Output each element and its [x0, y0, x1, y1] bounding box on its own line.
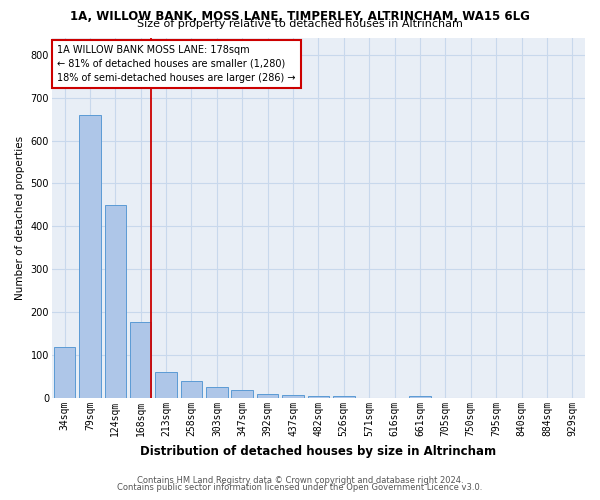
Bar — [333, 396, 355, 398]
Text: 1A WILLOW BANK MOSS LANE: 178sqm
← 81% of detached houses are smaller (1,280)
18: 1A WILLOW BANK MOSS LANE: 178sqm ← 81% o… — [57, 44, 296, 82]
Text: Contains public sector information licensed under the Open Government Licence v3: Contains public sector information licen… — [118, 484, 482, 492]
Text: Size of property relative to detached houses in Altrincham: Size of property relative to detached ho… — [137, 19, 463, 29]
Bar — [206, 388, 227, 398]
Bar — [130, 322, 151, 398]
Bar — [282, 394, 304, 398]
Text: Contains HM Land Registry data © Crown copyright and database right 2024.: Contains HM Land Registry data © Crown c… — [137, 476, 463, 485]
Bar — [232, 390, 253, 398]
Bar — [257, 394, 278, 398]
Text: 1A, WILLOW BANK, MOSS LANE, TIMPERLEY, ALTRINCHAM, WA15 6LG: 1A, WILLOW BANK, MOSS LANE, TIMPERLEY, A… — [70, 10, 530, 23]
Bar — [409, 396, 431, 398]
Bar — [104, 205, 126, 398]
Bar — [181, 381, 202, 398]
Bar — [54, 346, 76, 398]
Bar — [79, 115, 101, 398]
X-axis label: Distribution of detached houses by size in Altrincham: Distribution of detached houses by size … — [140, 444, 496, 458]
Y-axis label: Number of detached properties: Number of detached properties — [15, 136, 25, 300]
Bar — [308, 396, 329, 398]
Bar — [155, 372, 177, 398]
